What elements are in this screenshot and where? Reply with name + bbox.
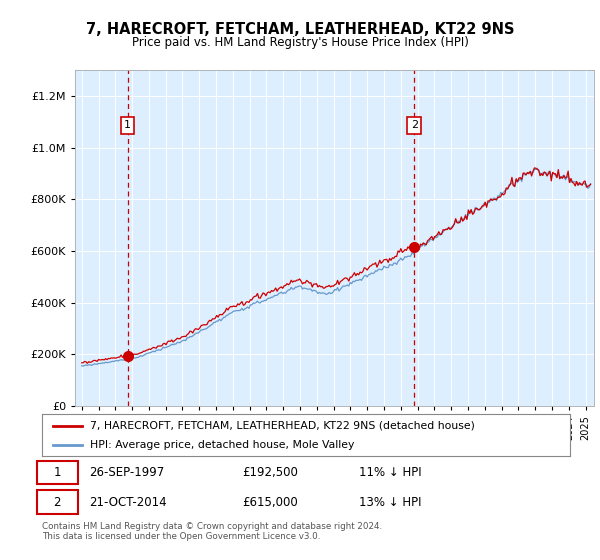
FancyBboxPatch shape bbox=[37, 461, 78, 484]
Text: 21-OCT-2014: 21-OCT-2014 bbox=[89, 496, 167, 508]
Text: 1: 1 bbox=[53, 466, 61, 479]
Text: £192,500: £192,500 bbox=[242, 466, 299, 479]
Text: 26-SEP-1997: 26-SEP-1997 bbox=[89, 466, 165, 479]
Text: 2: 2 bbox=[53, 496, 61, 508]
Text: Contains HM Land Registry data © Crown copyright and database right 2024.
This d: Contains HM Land Registry data © Crown c… bbox=[42, 522, 382, 542]
Text: 11% ↓ HPI: 11% ↓ HPI bbox=[359, 466, 421, 479]
Text: 13% ↓ HPI: 13% ↓ HPI bbox=[359, 496, 421, 508]
Text: Price paid vs. HM Land Registry's House Price Index (HPI): Price paid vs. HM Land Registry's House … bbox=[131, 36, 469, 49]
Text: 7, HARECROFT, FETCHAM, LEATHERHEAD, KT22 9NS: 7, HARECROFT, FETCHAM, LEATHERHEAD, KT22… bbox=[86, 22, 514, 38]
FancyBboxPatch shape bbox=[37, 491, 78, 514]
Text: 7, HARECROFT, FETCHAM, LEATHERHEAD, KT22 9NS (detached house): 7, HARECROFT, FETCHAM, LEATHERHEAD, KT22… bbox=[89, 421, 475, 431]
Text: £615,000: £615,000 bbox=[242, 496, 298, 508]
Text: 2: 2 bbox=[411, 120, 418, 130]
Text: HPI: Average price, detached house, Mole Valley: HPI: Average price, detached house, Mole… bbox=[89, 440, 354, 450]
Text: 1: 1 bbox=[124, 120, 131, 130]
